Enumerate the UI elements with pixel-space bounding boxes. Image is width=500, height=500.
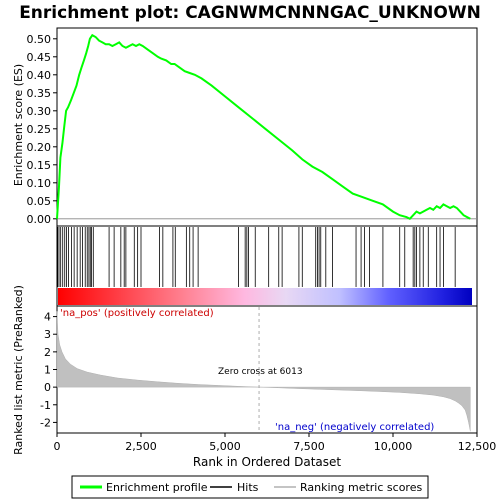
zero-cross-label: Zero cross at 6013 xyxy=(218,367,303,377)
metric-y-axis-label: Ranked list metric (PreRanked) xyxy=(12,285,25,455)
es-y-tick-label-5: 0.25 xyxy=(27,123,52,136)
x-axis-label: Rank in Ordered Dataset xyxy=(193,455,341,469)
es-y-tick-label-1: 0.05 xyxy=(27,195,52,208)
es-y-tick-label-3: 0.15 xyxy=(27,159,52,172)
x-tick-label-1: 2,500 xyxy=(125,440,157,453)
metric-y-ticks: -2 -1 0 1 2 3 4 xyxy=(40,311,57,429)
es-profile-line xyxy=(56,33,471,221)
rank-gradient-bar xyxy=(58,288,472,305)
neg-label: 'na_neg' (negatively correlated) xyxy=(275,422,434,433)
legend-label-ranking: Ranking metric scores xyxy=(300,481,422,494)
metric-area xyxy=(56,311,471,432)
es-y-ticks: 0.00 0.05 0.10 0.15 0.20 0.25 0.30 0.35 0.40 0.45… xyxy=(27,33,57,226)
x-tick-label-5: 12,500 xyxy=(458,440,497,453)
legend-label-hits: Hits xyxy=(237,481,259,494)
metric-y-tick-label-4: 2 xyxy=(44,346,51,359)
legend: Enrichment profile Hits Ranking metric s… xyxy=(71,475,429,499)
legend-label-enrichment: Enrichment profile xyxy=(106,481,208,494)
x-axis-ticks: 0 2,500 5,000 7,500 10,000 12,500 xyxy=(54,433,497,453)
metric-y-tick-label-6: 4 xyxy=(44,311,51,324)
es-panel: 0.00 0.05 0.10 0.15 0.20 0.25 0.30 0.35 0.40 0.45… xyxy=(12,27,478,227)
hit-lines xyxy=(57,227,456,287)
es-panel-frame xyxy=(56,27,478,227)
metric-y-tick-label-2: 0 xyxy=(44,381,51,394)
metric-y-tick-label-5: 3 xyxy=(44,328,51,341)
es-y-tick-label-9: 0.45 xyxy=(27,51,52,64)
es-y-tick-label-10: 0.50 xyxy=(27,33,52,46)
x-tick-label-0: 0 xyxy=(54,440,61,453)
es-y-tick-label-6: 0.30 xyxy=(27,105,52,118)
x-tick-label-2: 5,000 xyxy=(209,440,241,453)
metric-panel: -2 -1 0 1 2 3 4 'na_pos' (positively correlate… xyxy=(12,285,478,455)
hits-panel xyxy=(56,225,478,307)
es-y-axis-label: Enrichment score (ES) xyxy=(12,64,25,186)
pos-label: 'na_pos' (positively correlated) xyxy=(60,308,214,319)
es-y-tick-label-2: 0.10 xyxy=(27,177,52,190)
x-tick-label-4: 10,000 xyxy=(374,440,413,453)
metric-panel-frame xyxy=(56,305,478,434)
metric-y-tick-label-1: -1 xyxy=(40,399,51,412)
es-y-tick-label-4: 0.20 xyxy=(27,141,52,154)
metric-y-tick-label-3: 1 xyxy=(44,364,51,377)
metric-y-tick-label-0: -2 xyxy=(40,416,51,429)
es-y-tick-label-8: 0.40 xyxy=(27,69,52,82)
es-y-tick-label-0: 0.00 xyxy=(27,213,52,226)
chart-title: Enrichment plot: CAGNWMCNNNGAC_UNKNOWN xyxy=(19,3,481,23)
es-y-tick-label-7: 0.35 xyxy=(27,87,52,100)
x-tick-label-3: 7,500 xyxy=(293,440,325,453)
legend-box xyxy=(71,475,429,499)
